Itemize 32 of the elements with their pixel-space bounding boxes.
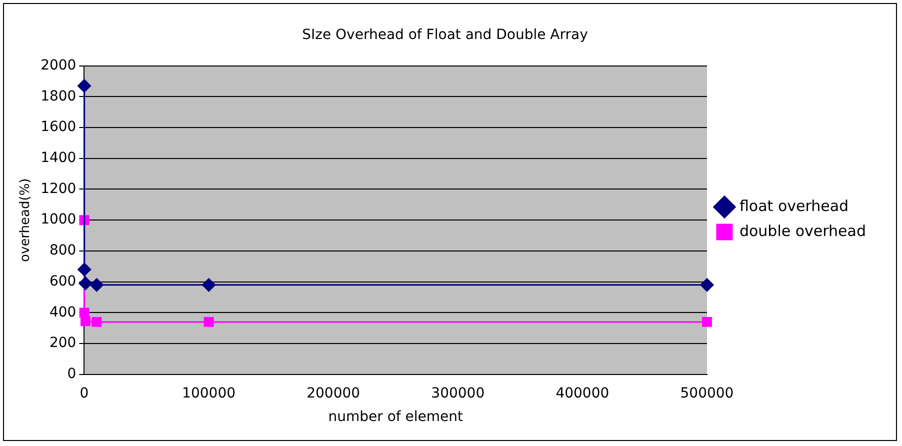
point — [202, 278, 216, 292]
x-tick-label: 0 — [80, 385, 89, 402]
x-tick-label: 100000 — [182, 385, 236, 402]
y-tick-label: 1400 — [40, 150, 76, 166]
x-axis-title: number of element — [328, 409, 464, 426]
point — [92, 316, 102, 327]
x-tick-label: 400000 — [556, 385, 610, 402]
point — [702, 316, 712, 327]
legend-label: float overhead — [739, 196, 849, 215]
point — [78, 262, 92, 276]
x-tick-label: 200000 — [306, 385, 360, 402]
y-tick-label: 1000 — [40, 212, 76, 228]
point — [90, 278, 104, 292]
y-tick-label: 600 — [49, 273, 76, 290]
y-tick-label: 1800 — [40, 88, 76, 104]
chart-title: SIze Overhead of Float and Double Array — [302, 27, 588, 44]
point — [78, 276, 92, 290]
y-tick-label: 800 — [49, 242, 76, 259]
point — [77, 79, 91, 93]
legend-label: double overhead — [739, 222, 866, 240]
x-tick-label: 300000 — [431, 385, 485, 402]
y-tick-label: 1600 — [40, 119, 76, 136]
point — [204, 316, 214, 327]
y-tick-label: 200 — [49, 335, 76, 352]
point — [700, 278, 714, 292]
y-axis-title: overhead(%) — [18, 178, 34, 262]
x-tick-label: 500000 — [680, 385, 734, 402]
point — [80, 316, 90, 326]
y-tick-label: 400 — [49, 304, 76, 320]
y-tick-label: 1200 — [40, 180, 76, 197]
y-tick-label: 0 — [67, 366, 76, 382]
y-tick-label: 2000 — [40, 57, 76, 74]
